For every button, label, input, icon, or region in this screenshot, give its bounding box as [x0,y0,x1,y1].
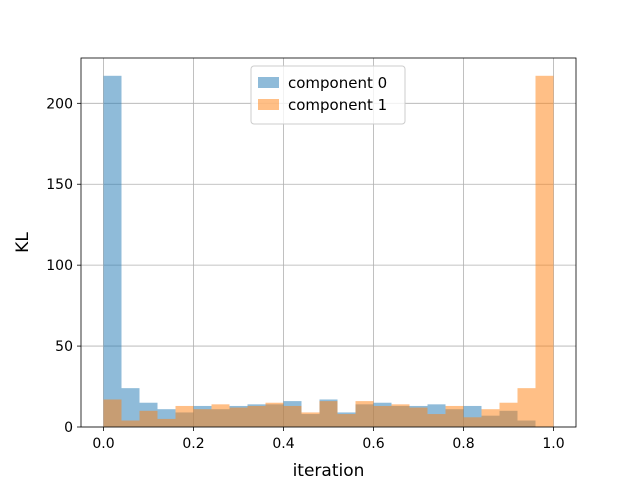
axes: 0.0 0.2 0.4 0.6 0.8 1.0 0 50 100 150 200 [46,57,577,452]
histogram-bar [373,405,392,427]
x-tick-label: 0.0 [92,436,114,452]
histogram-bar [265,402,284,427]
histogram-bar [103,399,122,427]
x-tick-label: 0.6 [362,436,384,452]
histogram-bar [139,410,158,427]
histogram-bar [193,409,212,427]
histogram-bar [319,401,338,427]
histogram-bar [517,388,536,427]
histogram-bar [121,420,140,427]
histogram-bar [103,75,122,427]
x-tick-label: 0.4 [272,436,294,452]
histogram-bar [445,405,464,427]
histogram-bar [463,417,482,427]
histogram-bar [247,405,266,427]
histogram-bars [103,75,554,427]
histogram-bar [121,388,140,427]
y-tick-label: 100 [46,258,73,274]
x-axis-title: iteration [293,461,365,480]
legend: component 0 component 1 [250,65,406,125]
histogram-bar [211,404,230,427]
plot-frame [80,57,577,428]
x-tick-label: 0.2 [182,436,204,452]
histogram-bar [283,405,302,427]
histogram-bar [409,407,428,427]
y-axis-title: KL [13,232,33,253]
histogram-bar [427,414,446,427]
series-0-bars [103,75,536,427]
histogram-bar [499,402,518,427]
y-tick-label: 150 [46,177,73,193]
histogram-bar [355,401,374,427]
y-tick-label: 200 [46,96,73,112]
y-tick-label: 0 [64,420,73,436]
x-tick-label: 1.0 [542,436,564,452]
histogram-bar [337,414,356,427]
histogram-bar [157,418,176,427]
histogram-bar [301,412,320,427]
histogram-bar [535,75,554,427]
legend-swatch [258,77,279,88]
y-tick-label: 50 [55,339,73,355]
x-tick-label: 0.8 [452,436,474,452]
legend-label: component 0 [288,74,387,92]
histogram-bar [175,405,194,427]
legend-swatch [258,99,279,110]
histogram-bar [229,407,248,427]
series-1-bars [103,75,554,427]
histogram-bar [481,409,500,427]
histogram-bar [391,404,410,427]
legend-label: component 1 [288,96,387,114]
legend-box [250,65,406,125]
